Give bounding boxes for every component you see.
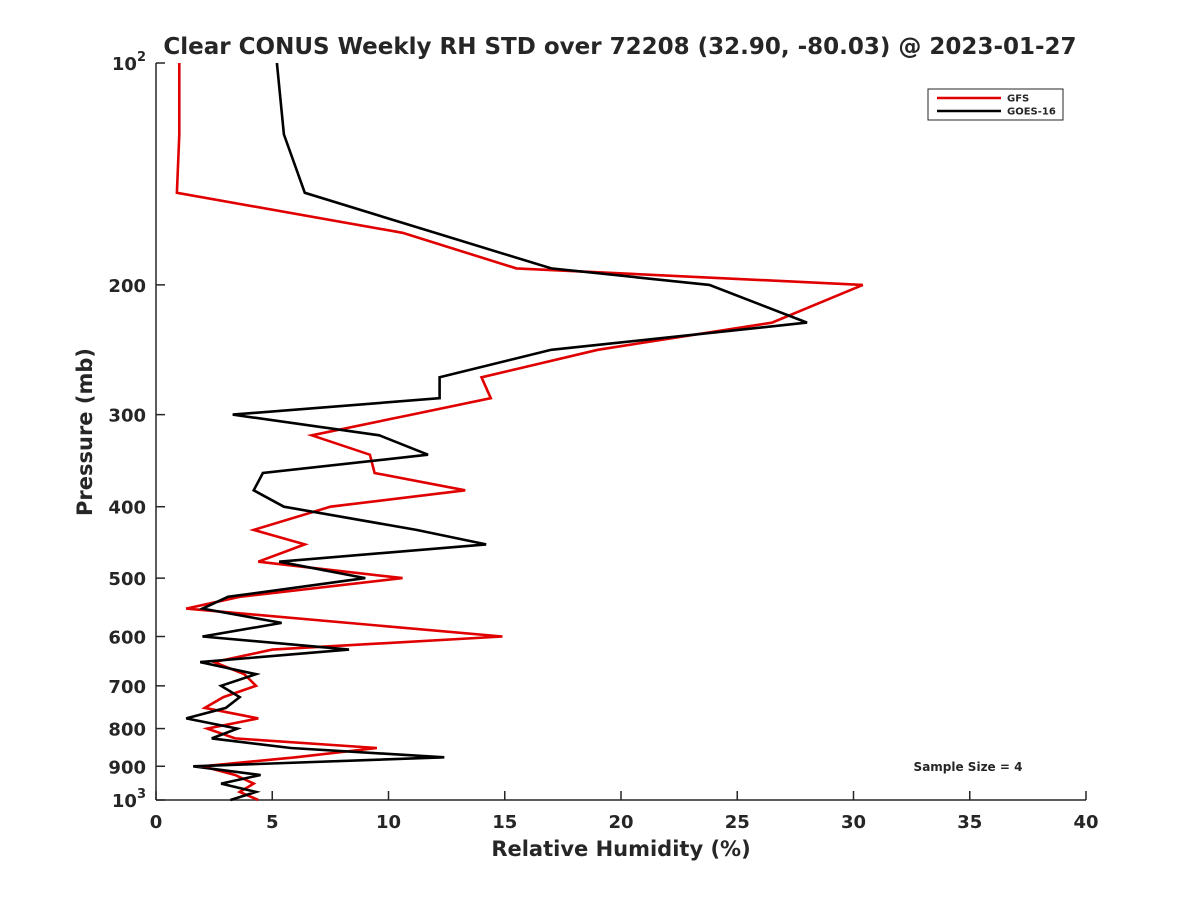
y-tick-label: 800 [108, 720, 146, 741]
y-tick-label-exponent: 3 [137, 787, 146, 802]
x-tick-label: 35 [957, 812, 982, 833]
plot-frame [155, 63, 1086, 801]
y-tick-label-base: 700 [108, 677, 146, 698]
y-tick-label: 300 [108, 406, 146, 427]
series-layer [175, 62, 864, 802]
x-tick-label: 10 [376, 812, 401, 833]
legend-box [927, 88, 1064, 121]
x-tick-label: 25 [725, 812, 750, 833]
y-tick-label-base: 800 [108, 720, 146, 741]
x-tick-label: 5 [266, 812, 279, 833]
y-tick-label-base: 10 [112, 54, 137, 75]
x-tick-label: 20 [608, 812, 633, 833]
series-line-gfs [175, 63, 864, 802]
y-tick-label: 700 [108, 677, 146, 698]
y-tick-label-base: 400 [108, 498, 146, 519]
y-tick-label-base: 900 [108, 757, 146, 778]
y-tick-label: 200 [108, 276, 146, 297]
y-tick-label-base: 300 [108, 406, 146, 427]
x-axis-label: Relative Humidity (%) [491, 837, 750, 861]
y-tick-label: 600 [108, 627, 146, 648]
y-tick-label: 103 [112, 787, 146, 812]
y-tick-label-base: 500 [108, 569, 146, 590]
y-axis-label: Pressure (mb) [73, 348, 97, 516]
y-tick-label-base: 600 [108, 627, 146, 648]
sample-size-annotation: Sample Size = 4 [914, 760, 1023, 774]
series-line-goes-16 [185, 62, 808, 802]
chart-title: Clear CONUS Weekly RH STD over 72208 (32… [163, 34, 1076, 60]
x-tick-label: 40 [1073, 812, 1098, 833]
legend: GFS GOES-16 [927, 88, 1064, 121]
legend-label: GFS [1007, 94, 1029, 105]
x-tick-label: 0 [150, 812, 163, 833]
x-axis-ticks: 0 5 10 15 20 25 30 35 40 [150, 791, 1099, 833]
y-tick-label: 102 [112, 50, 146, 75]
y-tick-label: 500 [108, 569, 146, 590]
y-tick-label-exponent: 2 [137, 50, 146, 65]
y-tick-label: 400 [108, 498, 146, 519]
y-tick-label: 900 [108, 757, 146, 778]
legend-label: GOES-16 [1007, 107, 1056, 118]
x-tick-label: 30 [841, 812, 866, 833]
x-tick-label: 15 [492, 812, 517, 833]
y-tick-label-base: 10 [112, 791, 137, 812]
y-tick-label-base: 200 [108, 276, 146, 297]
